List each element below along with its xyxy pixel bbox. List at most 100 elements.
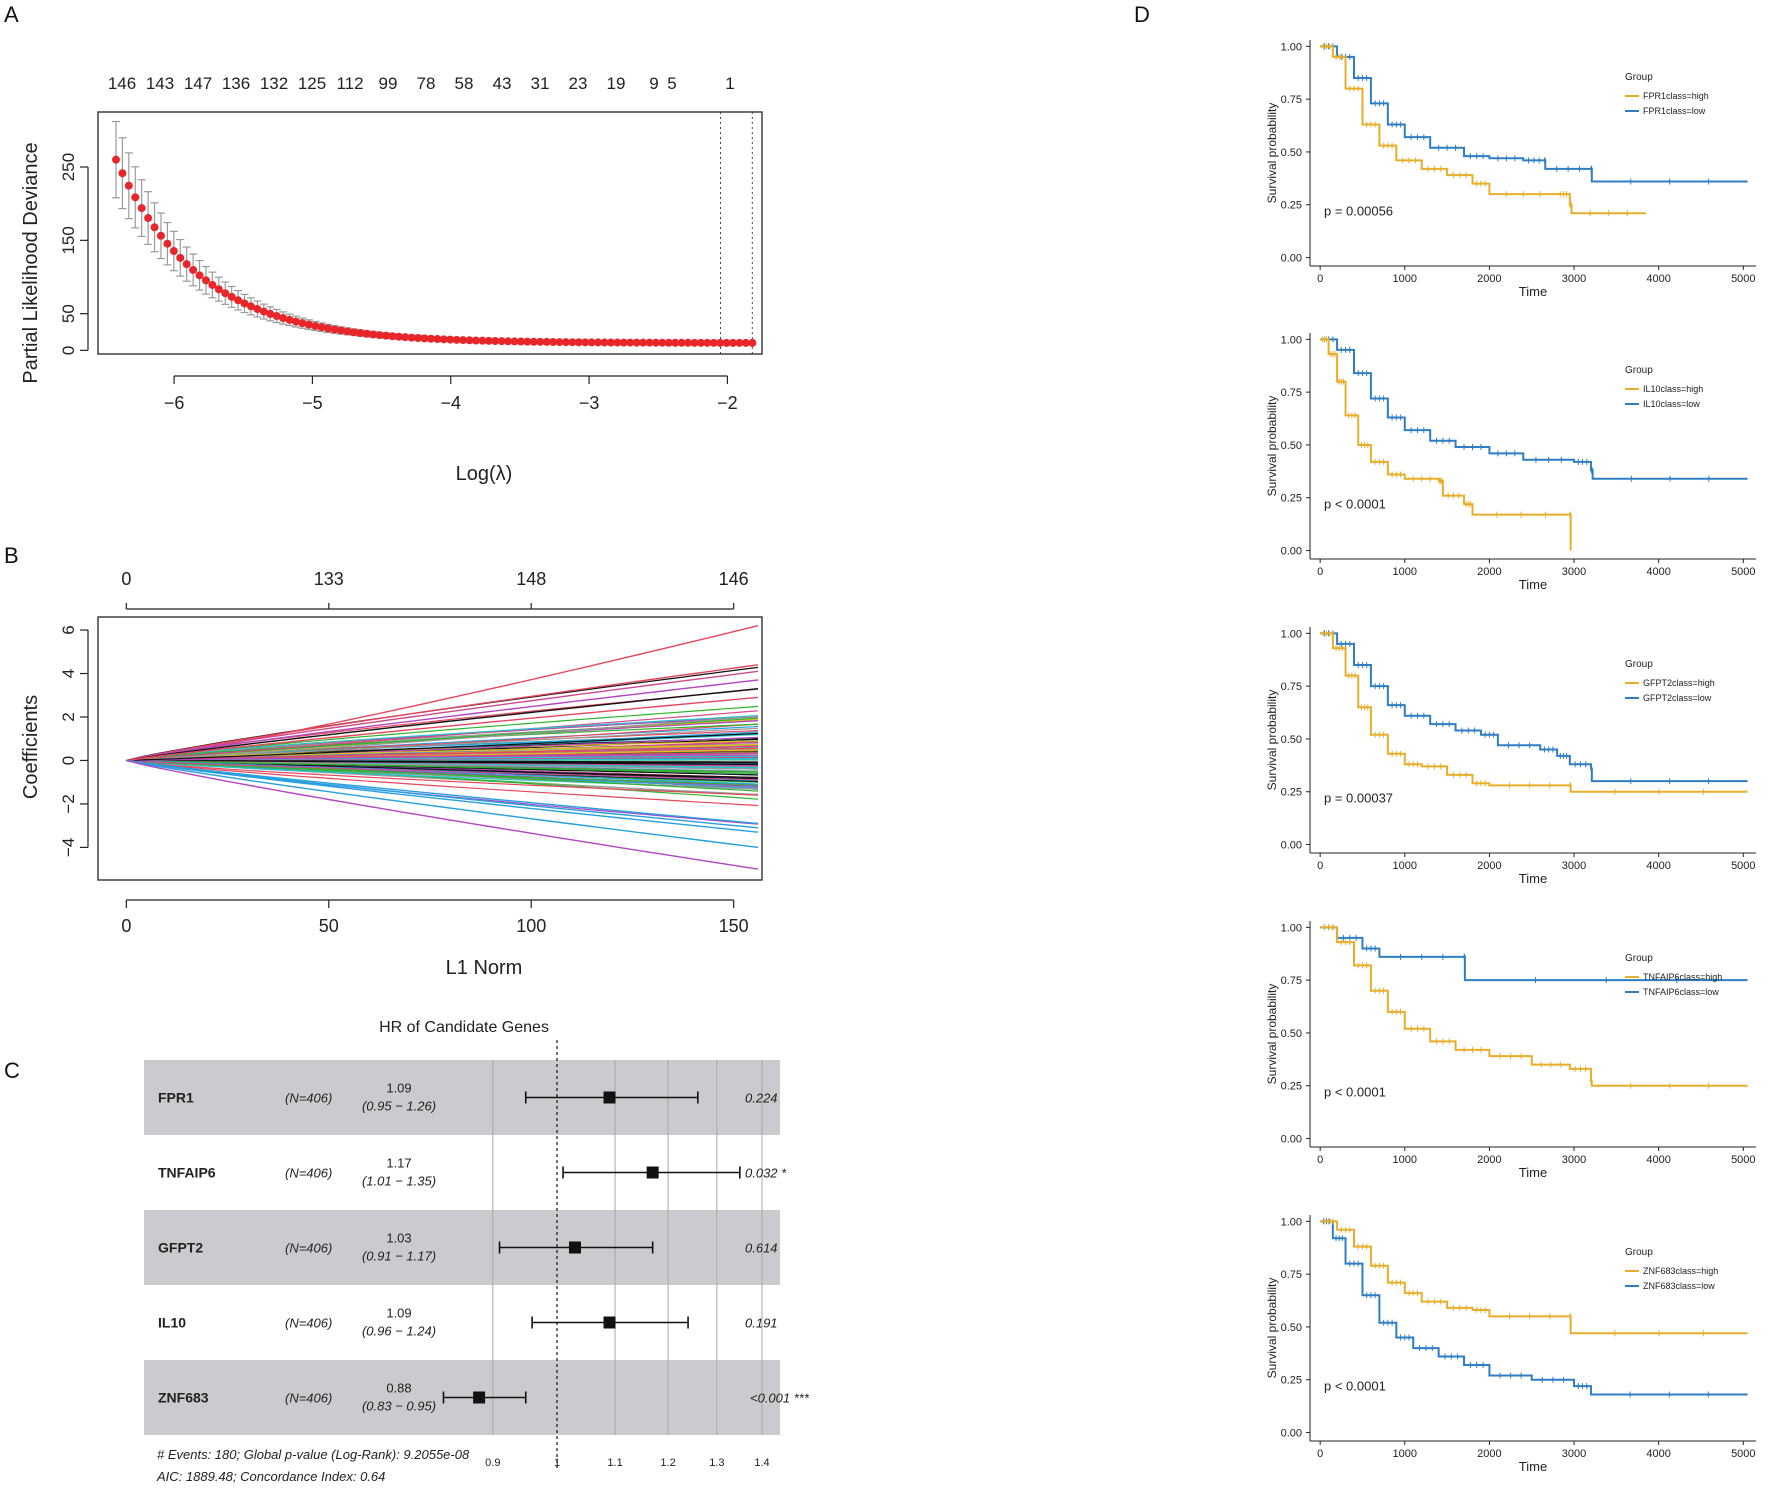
c-hr-marker bbox=[473, 1391, 486, 1404]
d-p-value: p < 0.0001 bbox=[1324, 1084, 1386, 1099]
d-x-tick-label: 2000 bbox=[1477, 273, 1501, 285]
d-y-tick-label: 1.00 bbox=[1281, 922, 1302, 934]
a-deviance-point bbox=[639, 338, 648, 347]
b-path-group bbox=[126, 625, 759, 870]
b-y-axis-label: Coefficients bbox=[20, 695, 42, 799]
d-x-tick-label: 4000 bbox=[1646, 1154, 1670, 1166]
c-gene-name: TNFAIP6 bbox=[158, 1165, 216, 1181]
b-coefficient-path bbox=[126, 759, 759, 786]
a-deviance-point bbox=[266, 309, 275, 318]
d-survival-curve-high bbox=[1320, 1220, 1748, 1335]
d-x-tick-label: 1000 bbox=[1393, 566, 1417, 578]
a-y-axis-label: Partial Likelihood Deviance bbox=[20, 142, 42, 383]
a-top-count-label: 147 bbox=[184, 74, 212, 93]
c-sample-size: (N=406) bbox=[285, 1316, 332, 1331]
d-km-plot-4: 0.00 0.25 0.50 0.75 1.00 0 1000 2000 3000 4000 500… bbox=[1265, 921, 1756, 1180]
d-legend-label-low: IL10class=low bbox=[1643, 399, 1700, 409]
b-top-count-label: 133 bbox=[314, 569, 344, 589]
d-y-tick-label: 0.75 bbox=[1281, 975, 1302, 987]
c-gene-name: GFPT2 bbox=[158, 1240, 203, 1256]
d-km-plot-5: 0.00 0.25 0.50 0.75 1.00 0 1000 2000 3000 4000 500… bbox=[1265, 1215, 1756, 1474]
a-deviance-point bbox=[214, 285, 223, 294]
b-top-count-label: 148 bbox=[516, 569, 546, 589]
a-plot-frame bbox=[97, 111, 763, 355]
a-deviance-point bbox=[568, 338, 577, 347]
d-y-axis-label: Survival probability bbox=[1265, 103, 1279, 204]
d-x-tick-label: 0 bbox=[1317, 860, 1323, 872]
d-x-axis-label: Time bbox=[1519, 284, 1547, 299]
a-deviance-point bbox=[626, 338, 635, 347]
a-deviance-point bbox=[362, 329, 371, 338]
d-x-tick-label: 5000 bbox=[1731, 860, 1755, 872]
a-deviance-point bbox=[703, 338, 712, 347]
c-p-value: 0.224 bbox=[745, 1091, 778, 1106]
b-coefficient-path bbox=[126, 715, 759, 762]
a-deviance-point bbox=[632, 338, 641, 347]
a-deviance-point bbox=[336, 326, 345, 335]
a-deviance-point bbox=[497, 337, 506, 346]
a-deviance-point bbox=[729, 338, 738, 347]
a-deviance-point bbox=[613, 338, 622, 347]
a-deviance-point bbox=[259, 307, 268, 316]
c-p-value: 0.191 bbox=[745, 1316, 778, 1331]
d-y-tick-label: 0.25 bbox=[1281, 1081, 1302, 1093]
d-x-tick-label: 1000 bbox=[1393, 1154, 1417, 1166]
d-survival-curve-high bbox=[1320, 45, 1646, 215]
a-y-tick-label: 50 bbox=[59, 304, 78, 323]
c-gene-name: IL10 bbox=[158, 1315, 186, 1331]
a-deviance-point bbox=[349, 328, 358, 337]
a-deviance-point bbox=[381, 331, 390, 340]
d-survival-curve-low bbox=[1320, 338, 1748, 480]
a-x-tick-label: −5 bbox=[302, 393, 323, 413]
d-x-tick-label: 2000 bbox=[1477, 1448, 1501, 1460]
b-y-tick-label: 0 bbox=[59, 756, 78, 765]
a-x-tick-label: −3 bbox=[579, 393, 600, 413]
b-y-tick-label: −2 bbox=[59, 794, 78, 813]
d-x-tick-label: 4000 bbox=[1646, 1448, 1670, 1460]
d-legend-label-high: GFPT2class=high bbox=[1643, 678, 1715, 688]
d-y-tick-label: 1.00 bbox=[1281, 334, 1302, 346]
a-deviance-point bbox=[201, 276, 210, 285]
c-footer-aic: AIC: 1889.48; Concordance Index: 0.64 bbox=[156, 1469, 385, 1484]
d-p-value: p < 0.0001 bbox=[1324, 496, 1386, 511]
a-deviance-point bbox=[279, 314, 288, 323]
a-deviance-point bbox=[388, 332, 397, 341]
c-sample-size: (N=406) bbox=[285, 1091, 332, 1106]
d-legend-label-low: TNFAIP6class=low bbox=[1643, 987, 1719, 997]
d-y-tick-label: 0.00 bbox=[1281, 1134, 1302, 1146]
a-top-count-label: 125 bbox=[298, 74, 326, 93]
b-coefficient-path bbox=[126, 759, 759, 781]
d-x-tick-label: 1000 bbox=[1393, 1448, 1417, 1460]
b-y-tick-label: 2 bbox=[59, 712, 78, 721]
d-x-tick-label: 4000 bbox=[1646, 273, 1670, 285]
a-deviance-point bbox=[375, 331, 384, 340]
d-y-axis-label: Survival probability bbox=[1265, 690, 1279, 791]
d-y-tick-label: 0.00 bbox=[1281, 1428, 1302, 1440]
b-coefficient-path bbox=[126, 664, 759, 762]
a-deviance-point bbox=[581, 338, 590, 347]
a-deviance-point bbox=[253, 305, 262, 314]
a-deviance-point bbox=[748, 338, 757, 347]
a-deviance-point bbox=[317, 323, 326, 332]
d-y-tick-label: 1.00 bbox=[1281, 41, 1302, 53]
a-deviance-point bbox=[156, 231, 165, 240]
d-y-tick-label: 0.50 bbox=[1281, 440, 1302, 452]
a-deviance-point bbox=[369, 330, 378, 339]
a-deviance-point bbox=[465, 336, 474, 345]
a-deviance-point bbox=[516, 337, 525, 346]
a-top-count-label: 132 bbox=[260, 74, 288, 93]
d-x-tick-label: 1000 bbox=[1393, 860, 1417, 872]
a-deviance-point bbox=[343, 327, 352, 336]
d-p-value: p = 0.00037 bbox=[1324, 790, 1393, 805]
a-deviance-point bbox=[208, 280, 217, 289]
c-x-tick-label: 1.4 bbox=[754, 1457, 769, 1469]
b-x-tick-label: 50 bbox=[319, 916, 339, 936]
a-deviance-point bbox=[606, 338, 615, 347]
a-deviance-point bbox=[684, 338, 693, 347]
a-deviance-point bbox=[664, 338, 673, 347]
c-row-shade bbox=[144, 1210, 780, 1285]
a-deviance-point bbox=[709, 338, 718, 347]
a-deviance-point bbox=[555, 338, 564, 347]
a-top-count-label: 99 bbox=[379, 74, 398, 93]
a-deviance-point bbox=[658, 338, 667, 347]
